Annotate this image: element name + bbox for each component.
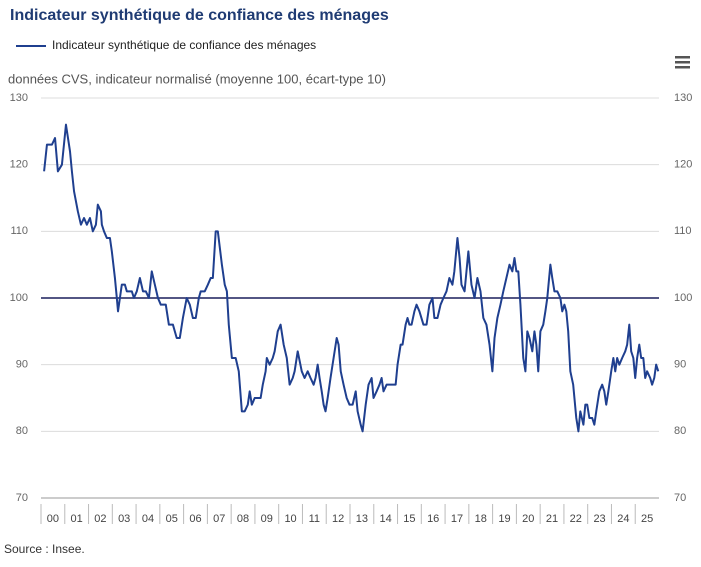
y-tick-label-right: 110 [674,225,692,237]
x-tick-label: 21 [546,513,558,525]
chart-subtitle: données CVS, indicateur normalisé (moyen… [8,71,386,86]
x-tick-label: 00 [47,513,59,525]
x-tick-label: 18 [475,513,487,525]
data-line [43,123,660,433]
legend-label[interactable]: Indicateur synthétique de confiance des … [52,38,316,52]
x-tick-label: 03 [118,513,130,525]
x-tick-label: 08 [237,513,249,525]
x-tick-label: 17 [451,513,463,525]
source-note: Source : Insee. [4,542,85,556]
menu-bar [675,61,690,64]
y-tick-label-right: 80 [674,425,686,437]
y-tick-label-right: 130 [674,92,692,104]
x-tick-label: 02 [94,513,106,525]
menu-bar [675,56,690,59]
y-tick-label: 100 [10,292,28,304]
y-tick-label: 110 [10,225,28,237]
x-tick-label: 04 [142,513,154,525]
y-tick-label-right: 90 [674,359,686,371]
x-tick-label: 06 [189,513,201,525]
y-tick-label: 90 [16,359,28,371]
x-tick-label: 11 [309,513,320,525]
x-tick-label: 09 [261,513,273,525]
y-tick-label-right: 70 [674,492,686,504]
y-tick-label: 120 [10,159,28,171]
x-tick-label: 15 [403,513,415,525]
menu-button[interactable] [675,56,690,69]
x-tick-label: 24 [617,513,629,525]
x-tick-label: 16 [427,513,439,525]
y-tick-label: 70 [16,492,28,504]
x-tick-label: 19 [498,513,510,525]
x-tick-label: 14 [380,513,392,525]
y-tick-label: 130 [10,92,28,104]
y-tick-label: 80 [16,425,28,437]
x-tick-label: 07 [213,513,225,525]
x-tick-label: 25 [641,513,653,525]
x-tick-label: 12 [332,513,344,525]
y-tick-label-right: 100 [674,292,692,304]
x-tick-label: 01 [71,513,83,525]
y-tick-label-right: 120 [674,159,692,171]
x-tick-label: 10 [284,513,296,525]
x-tick-label: 23 [593,513,605,525]
x-tick-label: 05 [166,513,178,525]
menu-bar [675,66,690,69]
chart-title: Indicateur synthétique de confiance des … [10,7,389,24]
x-tick-label: 20 [522,513,534,525]
x-tick-label: 13 [356,513,368,525]
x-tick-label: 22 [570,513,582,525]
